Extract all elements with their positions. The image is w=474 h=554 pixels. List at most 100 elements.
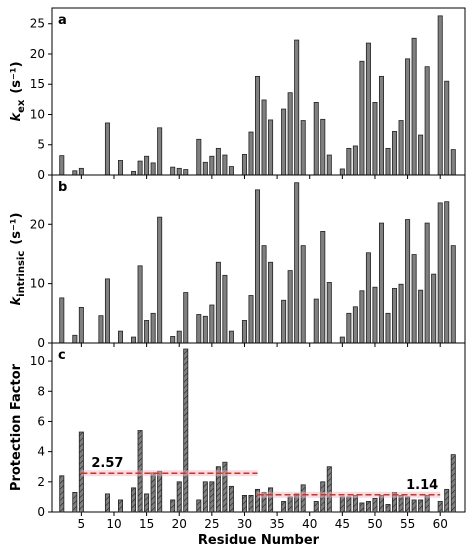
y-label-sub: ex <box>16 99 27 113</box>
bar <box>398 283 404 344</box>
bar <box>444 488 450 513</box>
bar <box>372 498 378 513</box>
bar <box>352 306 358 344</box>
bar <box>72 334 78 344</box>
bar <box>72 170 78 176</box>
bar <box>385 504 391 513</box>
bar <box>378 75 384 176</box>
bar <box>157 127 163 176</box>
bar <box>352 145 358 176</box>
bar <box>248 295 254 344</box>
bar <box>411 37 417 176</box>
panel-label: a <box>58 13 67 28</box>
bar <box>222 274 228 344</box>
bar <box>255 189 261 344</box>
bar <box>365 42 371 176</box>
bar <box>183 169 189 176</box>
bar <box>437 202 443 344</box>
bar <box>209 304 215 344</box>
y-tick-label: 0 <box>37 168 45 182</box>
bar <box>300 120 306 176</box>
bar <box>268 119 274 176</box>
bar <box>176 167 182 176</box>
bar <box>437 15 443 176</box>
bar <box>72 491 78 513</box>
bar <box>326 154 332 176</box>
panel-label: b <box>58 180 67 195</box>
y-tick-label: 10 <box>30 107 45 121</box>
y-tick-label: 20 <box>30 217 45 231</box>
bar <box>378 495 384 513</box>
bar <box>313 501 319 513</box>
bar <box>261 99 267 176</box>
bar <box>359 60 365 176</box>
x-tick-label: 45 <box>335 517 350 531</box>
bar <box>144 493 150 513</box>
panel-label: c <box>58 348 66 363</box>
y-label-unit: (s⁻¹) <box>9 213 24 245</box>
bar <box>202 481 208 513</box>
y-tick-label: 0 <box>37 336 45 350</box>
y-label-main: k <box>9 295 24 305</box>
x-tick-label: 60 <box>433 517 448 531</box>
bar <box>372 101 378 176</box>
x-tick-label: 15 <box>139 517 154 531</box>
bar <box>392 131 398 176</box>
y-axis-label: Protection Factor <box>9 363 24 491</box>
bar <box>320 230 326 344</box>
bar <box>202 161 208 176</box>
bar <box>209 481 215 513</box>
bar <box>294 182 300 344</box>
bar <box>228 485 234 513</box>
bar <box>183 348 189 513</box>
bar <box>268 261 274 344</box>
bar <box>137 265 143 344</box>
bar <box>339 336 345 344</box>
y-tick-label: 5 <box>37 138 45 152</box>
bar <box>170 336 176 344</box>
y-tick-label: 20 <box>30 47 45 61</box>
bar <box>268 487 274 513</box>
bar <box>196 314 202 344</box>
y-tick-label: 15 <box>30 77 45 91</box>
bar <box>59 155 65 176</box>
bar <box>392 287 398 344</box>
bar <box>359 502 365 513</box>
bar <box>418 134 424 176</box>
bar <box>411 499 417 513</box>
x-tick-label: 5 <box>78 517 86 531</box>
bar <box>255 75 261 176</box>
bar <box>104 493 110 513</box>
bar <box>78 167 84 176</box>
y-tick-label: 10 <box>30 277 45 291</box>
bar <box>241 154 247 176</box>
bar <box>196 499 202 513</box>
bar <box>287 270 293 344</box>
bar <box>424 495 430 513</box>
y-tick-label: 25 <box>30 17 45 31</box>
x-tick-label: 10 <box>106 517 121 531</box>
bar <box>255 488 261 513</box>
bar <box>222 461 228 513</box>
bar <box>78 306 84 344</box>
y-label-main: k <box>9 112 24 122</box>
bar <box>59 297 65 344</box>
bar <box>300 245 306 344</box>
bar <box>287 496 293 513</box>
bar <box>378 222 384 344</box>
bar <box>131 336 137 344</box>
y-tick-label: 6 <box>37 414 45 428</box>
bar <box>215 466 221 513</box>
bar <box>281 501 287 513</box>
y-axis-label: kintrinsic (s⁻¹) <box>9 213 27 306</box>
bar <box>424 222 430 344</box>
x-tick-label: 55 <box>400 517 415 531</box>
bar <box>287 92 293 176</box>
bar <box>104 122 110 176</box>
y-label-main: Protection Factor <box>9 363 24 491</box>
bar <box>450 454 456 513</box>
y-tick-label: 10 <box>30 354 45 368</box>
bar <box>150 162 156 176</box>
bar <box>405 219 411 344</box>
bar <box>248 131 254 176</box>
